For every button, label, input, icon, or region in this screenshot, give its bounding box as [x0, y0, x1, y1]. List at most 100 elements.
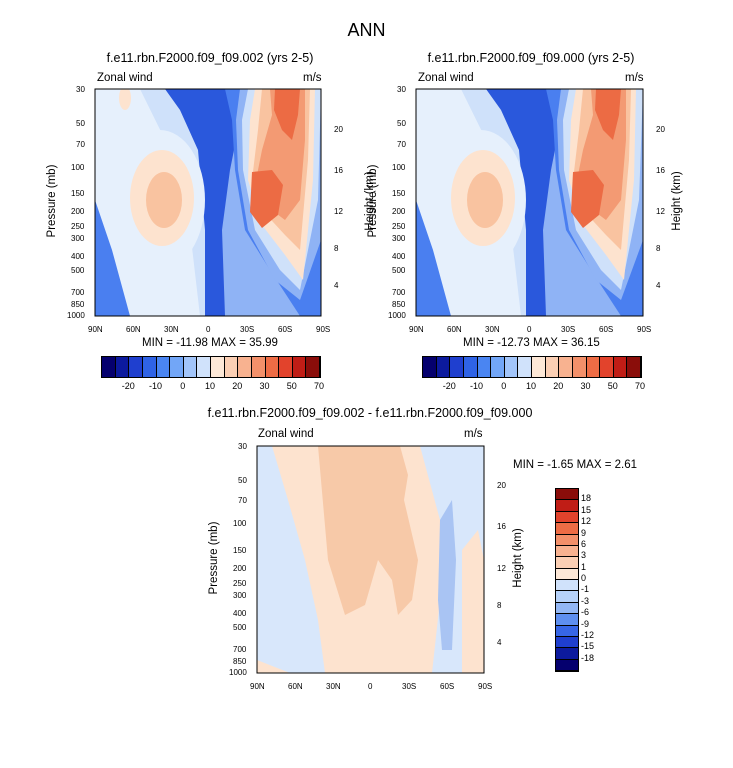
colorbar-label: 3: [581, 550, 587, 561]
colorbar-swatch: [423, 357, 437, 377]
y-tick: 50: [238, 476, 247, 485]
panel-right-label: m/s: [625, 72, 644, 84]
colorbar-label: 10: [525, 381, 536, 391]
y-tick-right: 8: [656, 244, 661, 253]
y-tick-right: 12: [497, 564, 506, 573]
colorbar-swatch: [556, 534, 578, 546]
colorbar-swatch: [627, 357, 641, 377]
minmax-text: MIN = -12.73 MAX = 36.15: [463, 337, 600, 349]
colorbar-label: 15: [581, 504, 592, 515]
minmax-text: MIN = -11.98 MAX = 35.99: [142, 337, 278, 349]
panel-right-label: m/s: [303, 72, 322, 84]
colorbar-swatch: [556, 511, 578, 524]
x-tick: 90N: [88, 325, 103, 334]
colorbar-swatch: [170, 357, 184, 377]
colorbar-swatch: [251, 357, 266, 377]
colorbar-labels: -20 -10 0 10 20 30 50 70: [422, 381, 645, 393]
colorbar-label: 30: [259, 381, 270, 391]
colorbar-label: 0: [501, 381, 507, 391]
colorbar-label: 20: [553, 381, 564, 391]
colorbar-label: 1: [581, 561, 587, 572]
minmax-text: MIN = -1.65 MAX = 2.61: [513, 459, 638, 471]
y-tick-right: 8: [334, 244, 339, 253]
y-tick-right: 12: [334, 207, 343, 216]
panel-title-top-right: f.e11.rbn.F2000.f09_f09.000 (yrs 2-5): [427, 51, 635, 65]
colorbar-swatch: [211, 357, 225, 377]
colorbar-swatch: [491, 357, 505, 377]
y-tick: 70: [397, 140, 406, 149]
y-tick-right: 4: [497, 638, 502, 647]
colorbar-swatch: [156, 357, 171, 377]
colorbar-top-right: [422, 356, 642, 378]
y-tick-right: 16: [497, 522, 506, 531]
colorbar-swatch: [436, 357, 451, 377]
colorbar-swatch: [556, 545, 578, 558]
colorbar-label: 70: [634, 381, 645, 391]
x-tick: 30S: [240, 325, 255, 334]
colorbar-swatch: [265, 357, 280, 377]
y-tick: 1000: [229, 668, 247, 677]
colorbar-label: -20: [442, 381, 456, 391]
y-tick: 850: [233, 657, 247, 666]
x-tick: 60S: [599, 325, 614, 334]
colorbar-swatch: [224, 357, 239, 377]
y-tick: 500: [233, 623, 247, 632]
colorbar-top-left: [101, 356, 321, 378]
x-tick: 60N: [447, 325, 462, 334]
colorbar-label: 6: [581, 538, 587, 549]
y-tick: 850: [71, 300, 85, 309]
colorbar-swatch: [279, 357, 293, 377]
y-tick: 500: [392, 266, 406, 275]
colorbar-swatch: [556, 523, 578, 535]
y-tick: 1000: [67, 311, 85, 320]
colorbar-label: -10: [469, 381, 483, 391]
y-tick: 400: [392, 252, 406, 261]
colorbar-labels: 18 15 12 9 6 3 1 0 -1 -3 -6 -9 -12 -15 -18: [581, 488, 611, 670]
colorbar-label: 10: [204, 381, 215, 391]
colorbar-swatch: [477, 357, 492, 377]
y-tick: 500: [71, 266, 85, 275]
colorbar-swatch: [197, 357, 211, 377]
y-tick-right: 20: [334, 125, 343, 134]
colorbar-swatch: [142, 357, 157, 377]
y-tick: 300: [233, 591, 247, 600]
x-tick: 30N: [164, 325, 179, 334]
x-tick: 90N: [409, 325, 424, 334]
y-tick: 400: [71, 252, 85, 261]
x-tick: 60N: [288, 682, 303, 691]
y-tick: 700: [233, 645, 247, 654]
colorbar-swatch: [556, 489, 578, 501]
colorbar-swatch: [450, 357, 464, 377]
panel-title-bottom: f.e11.rbn.F2000.f09_f09.002 - f.e11.rbn.…: [207, 406, 533, 420]
colorbar-label: -15: [581, 641, 595, 652]
y-tick: 150: [392, 189, 406, 198]
x-tick: 30N: [485, 325, 500, 334]
colorbar-label: -1: [581, 584, 590, 595]
colorbar-swatch: [115, 357, 130, 377]
y-tick: 250: [233, 579, 247, 588]
x-tick: 30S: [561, 325, 576, 334]
y-tick: 50: [76, 119, 85, 128]
y-tick: 250: [71, 222, 85, 231]
top-left-contours: [95, 89, 321, 316]
colorbar-swatch: [556, 648, 578, 660]
y-tick: 50: [397, 119, 406, 128]
y-tick-right: 8: [497, 601, 502, 610]
colorbar-swatch: [556, 591, 578, 603]
colorbar-label: 50: [607, 381, 618, 391]
y-tick: 300: [392, 234, 406, 243]
x-tick: 30S: [402, 682, 417, 691]
y-tick: 100: [71, 163, 85, 172]
x-tick: 0: [527, 325, 532, 334]
colorbar-swatch: [556, 568, 578, 580]
y-tick: 100: [392, 163, 406, 172]
x-tick: 90S: [478, 682, 493, 691]
x-tick: 60S: [440, 682, 455, 691]
y-tick-right: 20: [656, 125, 665, 134]
colorbar-swatch: [559, 357, 573, 377]
colorbar-swatch: [556, 625, 578, 637]
colorbar-label: 0: [180, 381, 186, 391]
colorbar-label: 9: [581, 527, 587, 538]
